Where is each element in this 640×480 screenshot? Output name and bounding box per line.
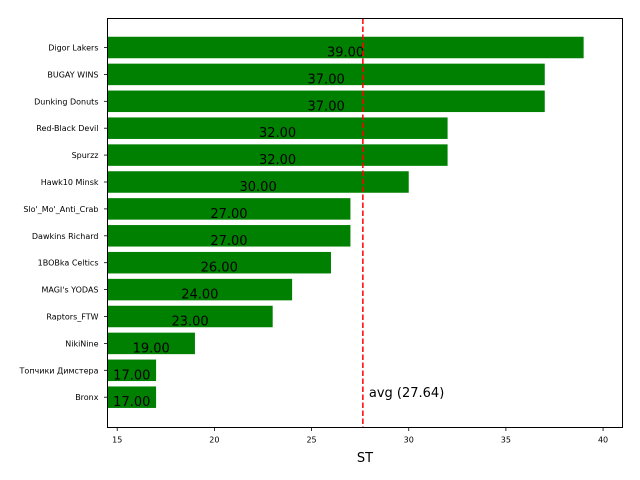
bar xyxy=(107,90,545,113)
x-tick-label: 30 xyxy=(404,436,414,445)
x-tick-label: 40 xyxy=(598,436,608,445)
bar xyxy=(107,359,157,382)
category-label: BUGAY WINS xyxy=(47,70,98,79)
x-tick-label: 15 xyxy=(112,436,122,445)
category-label: Dunking Donuts xyxy=(34,97,98,106)
category-label: Топчики Димстера xyxy=(19,366,99,375)
data-label: 17.00 xyxy=(113,395,150,410)
data-label: 27.00 xyxy=(210,207,247,222)
category-label: Hawk10 Minsk xyxy=(41,178,99,187)
category-label: MAGI's YODAS xyxy=(41,286,98,295)
data-label: 27.00 xyxy=(210,234,247,249)
category-label: Spurzz xyxy=(72,151,99,160)
bar xyxy=(107,386,157,408)
bar xyxy=(107,171,409,193)
x-tick-label: 20 xyxy=(209,436,219,445)
bar xyxy=(107,251,331,274)
data-label: 30.00 xyxy=(240,180,277,195)
category-label: Dawkins Richard xyxy=(32,232,99,241)
data-label: 24.00 xyxy=(181,288,218,303)
category-label: Red-Black Devil xyxy=(36,124,98,133)
data-label: 37.00 xyxy=(308,99,345,114)
bar xyxy=(107,278,293,301)
bar xyxy=(107,198,351,220)
category-label: Raptors_FTW xyxy=(46,313,98,322)
data-label: 32.00 xyxy=(259,126,296,141)
data-labels-group: 39.00 37.00 37.00 32.00 32.00 30.00 27.00 27.00… xyxy=(113,46,364,411)
x-tick-label: 25 xyxy=(306,436,316,445)
data-label: 17.00 xyxy=(113,368,150,383)
bar xyxy=(107,36,584,59)
bar xyxy=(107,63,545,86)
plot-frame xyxy=(107,18,623,428)
average-label: avg (27.64) xyxy=(369,386,444,401)
data-label: 23.00 xyxy=(171,315,208,330)
data-label: 32.00 xyxy=(259,153,296,168)
x-axis-ticks-group: 15 20 25 30 35 40 xyxy=(112,427,608,445)
bar xyxy=(107,332,195,355)
category-label: NikiNine xyxy=(65,339,98,348)
x-tick-label: 35 xyxy=(501,436,511,445)
category-label: Bronx xyxy=(75,393,99,402)
data-label: 37.00 xyxy=(308,72,345,87)
bar xyxy=(107,305,273,328)
bar xyxy=(107,225,351,247)
category-label: Digor Lakers xyxy=(48,44,98,53)
x-axis-title: ST xyxy=(357,451,373,466)
category-label: Slo'_Mo'_Anti_Crab xyxy=(23,205,98,214)
category-label: 1BOBka Celtics xyxy=(38,259,99,268)
data-label: 39.00 xyxy=(327,46,364,61)
bars-group xyxy=(107,36,584,408)
category-labels-group: Digor Lakers BUGAY WINS Dunking Donuts Red-… xyxy=(19,44,108,402)
data-label: 26.00 xyxy=(201,261,238,276)
data-label: 19.00 xyxy=(133,341,170,356)
